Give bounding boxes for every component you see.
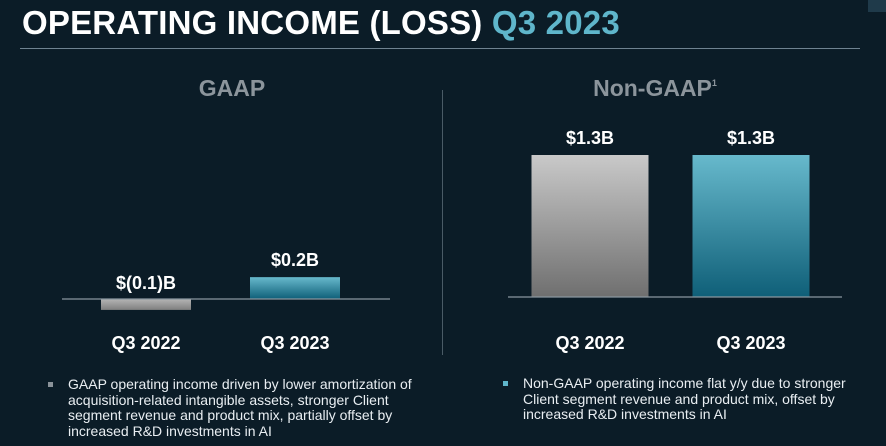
note-non-gaap: Non-GAAP operating income flat y/y due t… xyxy=(503,375,858,423)
value-label-gaap-2: $0.2B xyxy=(271,250,319,270)
value-label-gaap-1: $(0.1)B xyxy=(116,273,176,293)
bullet-square-icon xyxy=(503,381,508,386)
chart-title-gaap: GAAP xyxy=(199,75,265,101)
panel-divider xyxy=(442,90,443,355)
category-label-non-gaap-2: Q3 2023 xyxy=(716,333,785,353)
bar-non-gaap-2 xyxy=(692,155,810,297)
corner-mark xyxy=(868,0,886,12)
note-gaap-text: GAAP operating income driven by lower am… xyxy=(68,376,412,439)
note-non-gaap-text: Non-GAAP operating income flat y/y due t… xyxy=(523,375,846,422)
title-accent: Q3 2023 xyxy=(491,4,620,41)
note-gaap: GAAP operating income driven by lower am… xyxy=(48,376,428,439)
footnote-marker: 1 xyxy=(712,78,717,88)
category-label-non-gaap-1: Q3 2022 xyxy=(555,333,624,353)
page-title: OPERATING INCOME (LOSS) Q3 2023 xyxy=(22,4,620,42)
bar-gaap-1 xyxy=(101,299,191,310)
title-main: OPERATING INCOME (LOSS) xyxy=(22,4,483,41)
chart-title-non-gaap: Non-GAAP1 xyxy=(593,75,717,101)
category-label-gaap-2: Q3 2023 xyxy=(260,333,329,353)
bar-non-gaap-1 xyxy=(531,155,649,297)
bullet-square-icon xyxy=(48,382,53,387)
bar-gaap-2 xyxy=(250,277,340,299)
value-label-non-gaap-1: $1.3B xyxy=(566,128,614,148)
category-label-gaap-1: Q3 2022 xyxy=(111,333,180,353)
value-label-non-gaap-2: $1.3B xyxy=(727,128,775,148)
title-rule xyxy=(20,48,860,49)
